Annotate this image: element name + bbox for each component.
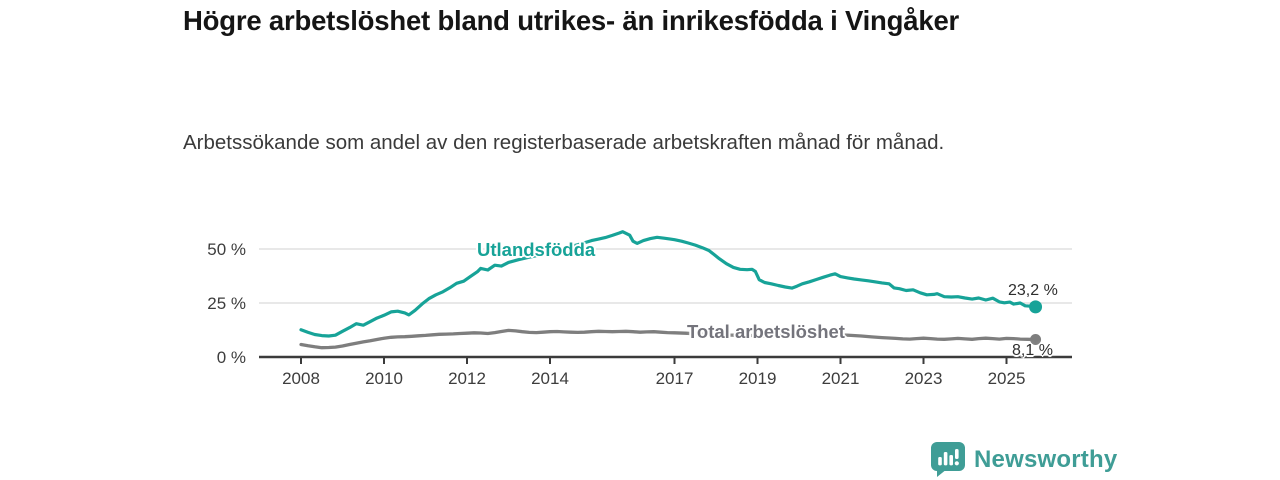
chart-title: Högre arbetslöshet bland utrikes- än inr… bbox=[183, 5, 960, 36]
svg-text:50 %: 50 % bbox=[207, 240, 246, 259]
newsworthy-logo-icon bbox=[931, 442, 965, 477]
end-value-label-total: 8,1 % bbox=[1012, 342, 1053, 359]
svg-text:2012: 2012 bbox=[448, 369, 486, 388]
svg-text:2017: 2017 bbox=[656, 369, 694, 388]
series-label-total-arbetsloshet: Total arbetslöshet bbox=[687, 321, 845, 342]
svg-text:2014: 2014 bbox=[531, 369, 569, 388]
svg-text:2019: 2019 bbox=[739, 369, 777, 388]
newsworthy-logo: Newsworthy bbox=[931, 442, 1117, 477]
svg-text:2023: 2023 bbox=[905, 369, 943, 388]
newsworthy-logo-text: Newsworthy bbox=[974, 445, 1118, 473]
svg-text:0 %: 0 % bbox=[217, 348, 246, 367]
svg-text:2021: 2021 bbox=[822, 369, 860, 388]
svg-text:2025: 2025 bbox=[988, 369, 1026, 388]
svg-text:25 %: 25 % bbox=[207, 294, 246, 313]
svg-text:2010: 2010 bbox=[365, 369, 403, 388]
chart-subtitle: Arbetssökande som andel av den registerb… bbox=[183, 131, 945, 154]
series-label-utlandsfodda: Utlandsfödda bbox=[477, 239, 596, 260]
end-value-label-utlandsfodda: 23,2 % bbox=[1008, 282, 1058, 299]
svg-text:2008: 2008 bbox=[282, 369, 320, 388]
